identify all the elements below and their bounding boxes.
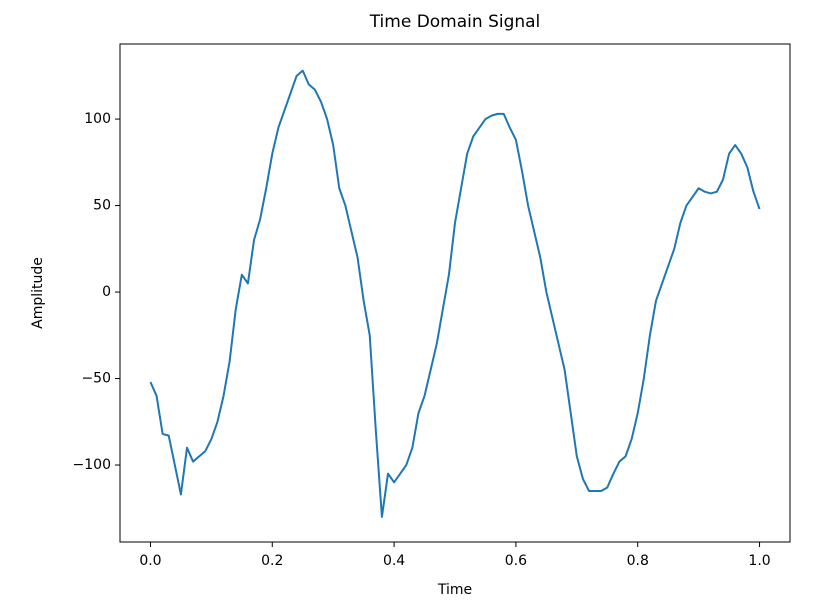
y-axis-label: Amplitude	[30, 257, 46, 329]
x-tick-label: 1.0	[748, 553, 770, 569]
y-tick-label: −100	[73, 457, 111, 473]
x-tick-label: 0.8	[627, 553, 649, 569]
y-tick-label: 50	[93, 198, 111, 214]
x-tick-label: 0.4	[383, 553, 405, 569]
x-tick-label: 0.2	[261, 553, 283, 569]
x-axis-label: Time	[437, 582, 472, 598]
y-tick-label: −50	[81, 371, 111, 387]
y-tick-label: 100	[84, 111, 111, 127]
axes-frame	[119, 43, 791, 543]
x-tick-label: 0.0	[139, 553, 161, 569]
x-tick-label: 0.6	[505, 553, 527, 569]
line-series	[149, 69, 761, 518]
chart-title: Time Domain Signal	[369, 12, 541, 32]
y-tick-label: 0	[102, 284, 111, 300]
